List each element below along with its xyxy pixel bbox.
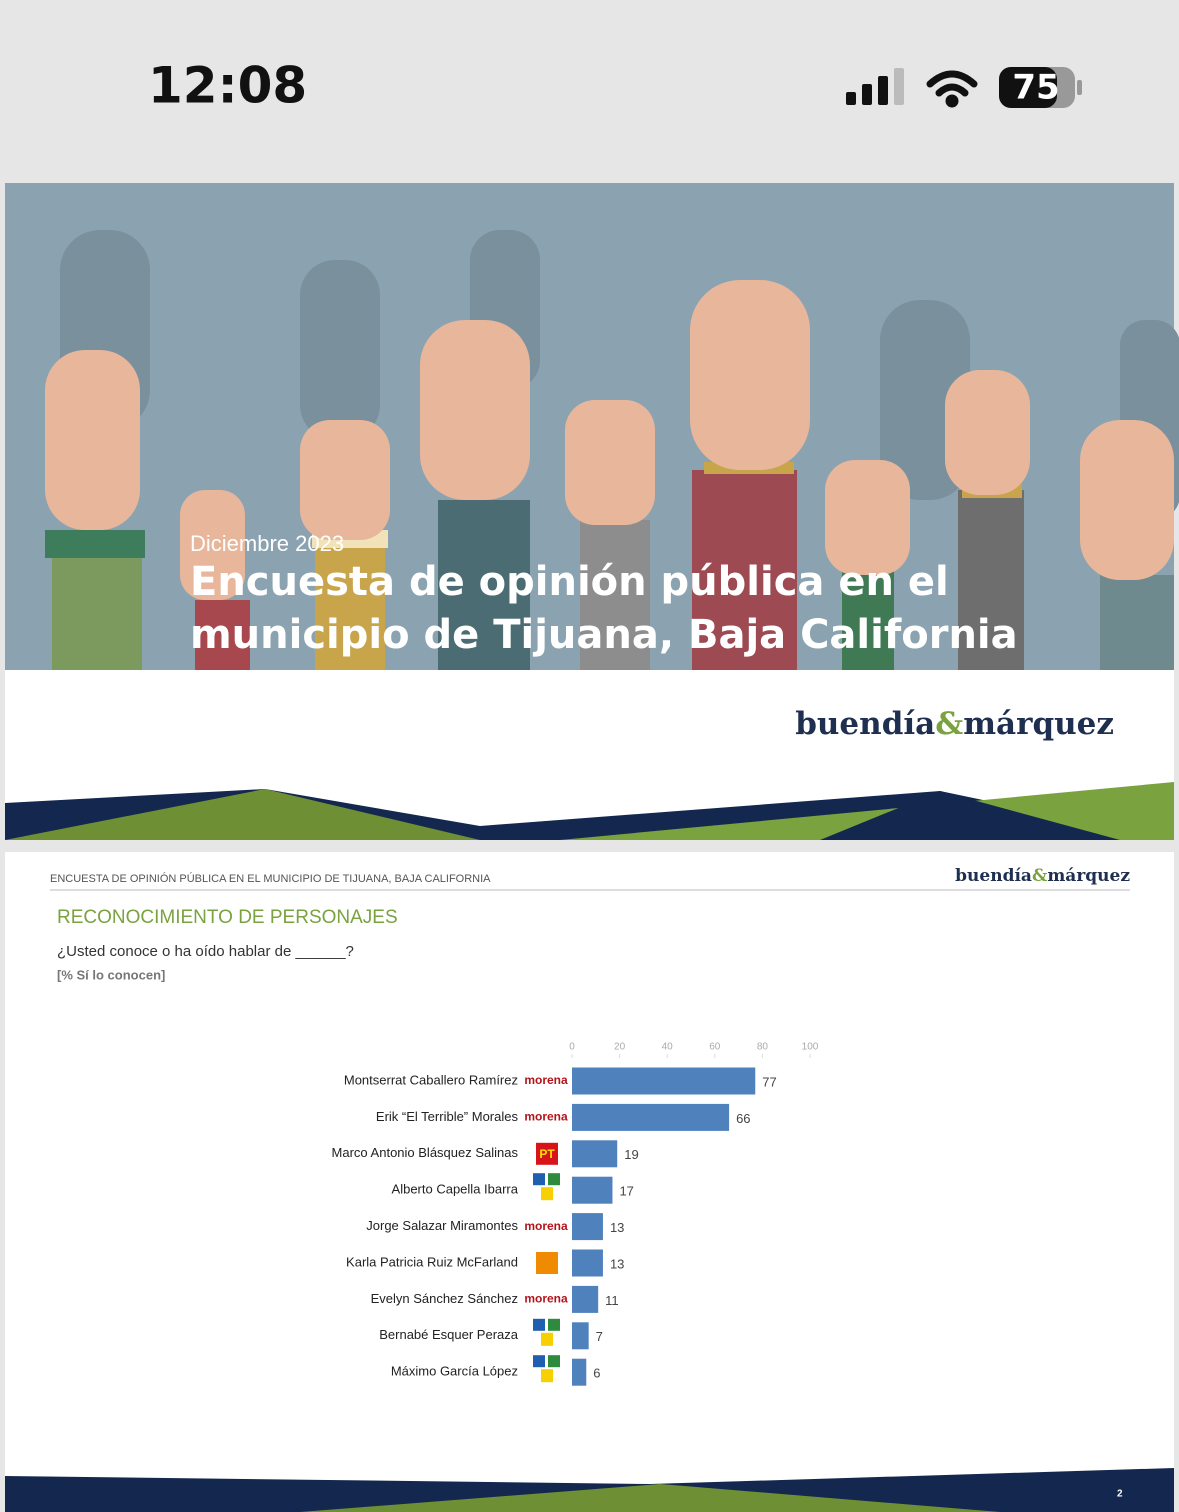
category-label: Máximo García López <box>391 1364 518 1379</box>
bar <box>572 1322 589 1350</box>
note: [% Sí lo conocen] <box>57 967 165 982</box>
category-label: Evelyn Sánchez Sánchez <box>371 1291 518 1306</box>
category-label: Montserrat Caballero Ramírez <box>344 1072 518 1087</box>
party-logo <box>533 1318 545 1331</box>
logo-part: márquez <box>963 706 1114 742</box>
category-label: Alberto Capella Ibarra <box>392 1182 519 1197</box>
value-label: 66 <box>736 1111 750 1126</box>
cover-logo: buendía&márquez <box>795 706 1114 742</box>
battery-tip <box>1077 80 1082 95</box>
slide-logo: buendía&márquez <box>955 866 1130 886</box>
bar <box>572 1140 618 1168</box>
x-tick-label: 40 <box>662 1042 674 1053</box>
party-logo <box>536 1142 558 1165</box>
value-label: 11 <box>605 1293 619 1308</box>
party-logo <box>548 1173 560 1186</box>
party-logo <box>533 1355 545 1368</box>
value-label: 77 <box>762 1074 776 1089</box>
party-label: morena <box>524 1219 568 1233</box>
category-label: Bernabé Esquer Peraza <box>379 1327 519 1342</box>
value-label: 13 <box>610 1220 624 1235</box>
x-tick-label: 0 <box>569 1042 575 1053</box>
party-label: morena <box>524 1292 568 1306</box>
wifi-icon <box>926 70 978 108</box>
party-logo <box>536 1252 558 1274</box>
slide-header: ENCUESTA DE OPINIÓN PÚBLICA EN EL MUNICI… <box>50 872 491 885</box>
logo-part: buendía <box>795 706 935 742</box>
value-label: 7 <box>596 1329 603 1344</box>
value-label: 13 <box>610 1256 624 1271</box>
chart: 0 20 40 60 80 100 Montserrat Caballero Ramírez… <box>332 1042 819 1386</box>
party-label: morena <box>524 1073 568 1087</box>
cover-title: Encuesta de opinión pública en el <box>190 559 949 605</box>
party-logo <box>541 1332 553 1346</box>
party-logo <box>548 1355 560 1368</box>
value-label: 17 <box>619 1184 633 1199</box>
battery-percent: 75 <box>1012 68 1059 108</box>
category-label: Karla Patricia Ruiz McFarland <box>346 1254 518 1269</box>
cover-illustration <box>45 230 1179 670</box>
party-logo <box>541 1369 553 1383</box>
cover-wave <box>5 789 480 840</box>
category-label: Jorge Salazar Miramontes <box>366 1218 518 1233</box>
value-label: 6 <box>593 1366 600 1381</box>
logo-part: & <box>935 706 963 742</box>
cover-date: Diciembre 2023 <box>190 531 344 556</box>
bar <box>572 1249 603 1277</box>
x-tick-label: 80 <box>757 1042 769 1053</box>
slide-wave <box>300 1484 1000 1512</box>
bar <box>572 1285 599 1313</box>
battery-level <box>999 67 1057 108</box>
question: ¿Usted conoce o ha oído hablar de ______… <box>57 943 354 960</box>
party-label: PT <box>539 1147 555 1161</box>
bar <box>572 1176 613 1204</box>
value-label: 19 <box>624 1147 638 1162</box>
party-logo <box>533 1173 545 1186</box>
x-tick-label: 60 <box>709 1042 721 1053</box>
logo-part: buendía <box>955 866 1032 886</box>
x-tick-label: 100 <box>802 1042 819 1053</box>
party-logo <box>541 1187 553 1201</box>
cover-wave <box>820 791 1120 840</box>
logo-part: & <box>1032 866 1048 886</box>
category-label: Erik “El Terrible” Morales <box>376 1109 519 1124</box>
signal-icon <box>846 68 904 105</box>
page-number: 2 <box>1117 1489 1123 1500</box>
section-title: RECONOCIMIENTO DE PERSONAJES <box>57 907 398 928</box>
bar <box>572 1213 603 1241</box>
bar <box>572 1103 730 1131</box>
bar <box>572 1067 756 1095</box>
bar <box>572 1358 587 1386</box>
cover-title: municipio de Tijuana, Baja California <box>190 612 1018 658</box>
x-tick-label: 20 <box>614 1042 626 1053</box>
party-label: morena <box>524 1110 568 1124</box>
party-logo <box>548 1318 560 1331</box>
category-label: Marco Antonio Blásquez Salinas <box>332 1145 519 1160</box>
logo-part: márquez <box>1047 866 1130 886</box>
clock: 12:08 <box>148 57 307 115</box>
